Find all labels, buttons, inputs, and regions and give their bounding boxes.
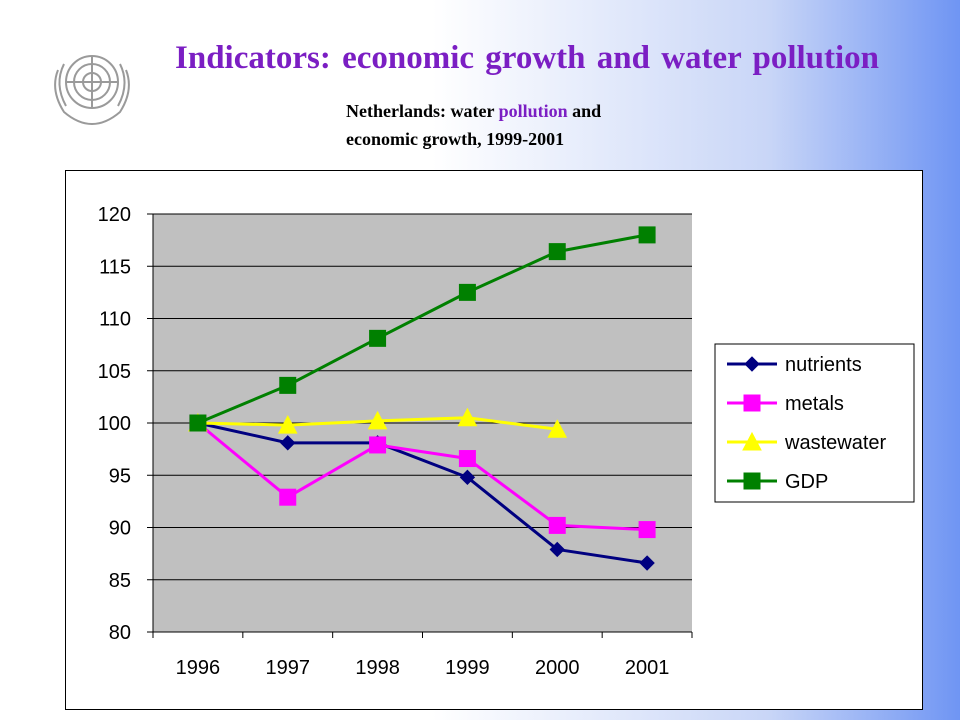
data-point-metals xyxy=(279,488,297,506)
legend-label-nutrients: nutrients xyxy=(785,354,862,376)
y-tick-label: 90 xyxy=(109,518,131,540)
legend-label-metals: metals xyxy=(785,393,844,415)
line-chart: 80 85 90 95 100 105 110 115 120 1996 1997 1998 1999 2… xyxy=(98,204,915,679)
legend-marker-wastewater xyxy=(742,431,762,451)
y-tick-label: 115 xyxy=(99,256,131,278)
data-point-metals xyxy=(638,521,656,539)
data-point-GDP xyxy=(548,243,566,261)
x-tick-label: 1998 xyxy=(355,657,400,679)
series-line-nutrients xyxy=(197,421,648,565)
slide-title: Indicators: economic growth and water po… xyxy=(175,40,880,76)
chart-subtitle: Netherlands: water pollution and economi… xyxy=(346,97,601,153)
data-point-GDP xyxy=(189,414,207,432)
x-tick-label: 1997 xyxy=(266,657,311,679)
data-point-metals xyxy=(458,450,476,468)
x-tick-label: 2000 xyxy=(535,657,580,679)
data-point-wastewater xyxy=(367,410,388,430)
subtitle-text: Netherlands: water xyxy=(346,101,499,121)
data-point-GDP xyxy=(458,283,476,301)
y-tick-label: 105 xyxy=(98,361,131,383)
y-tick-label: 100 xyxy=(98,413,131,435)
data-point-GDP xyxy=(369,329,387,347)
y-tick-label: 95 xyxy=(109,465,131,487)
data-point-GDP xyxy=(638,226,656,244)
y-tick-label: 85 xyxy=(109,570,131,592)
data-point-wastewater xyxy=(457,407,478,427)
data-point-metals xyxy=(369,436,387,454)
un-emblem-logo xyxy=(44,40,140,130)
data-point-nutrients xyxy=(549,541,565,558)
data-point-GDP xyxy=(279,376,297,394)
legend-label-GDP: GDP xyxy=(785,471,828,493)
x-tick-label: 1999 xyxy=(445,657,490,679)
data-point-wastewater xyxy=(277,415,298,434)
legend-marker-metals xyxy=(743,394,761,412)
subtitle-text: and xyxy=(567,101,602,121)
legend-marker-nutrients xyxy=(744,356,760,372)
data-point-nutrients xyxy=(280,435,296,451)
data-point-wastewater xyxy=(547,419,568,438)
y-tick-label: 110 xyxy=(99,309,131,331)
data-point-nutrients xyxy=(459,469,476,486)
y-tick-label: 80 xyxy=(109,622,131,644)
subtitle-highlight: pollution xyxy=(498,101,568,121)
y-tick-label: 120 xyxy=(98,204,131,226)
legend-label-wastewater: wastewater xyxy=(784,432,886,454)
legend-marker-GDP xyxy=(743,472,761,490)
x-tick-label: 1996 xyxy=(176,657,221,679)
series-line-metals xyxy=(196,421,648,532)
data-point-metals xyxy=(548,516,566,534)
series-line-GDP xyxy=(197,233,648,425)
chart-area: 80 85 90 95 100 105 110 115 120 1996 1997 1998 1999 2… xyxy=(65,170,923,710)
data-point-nutrients xyxy=(639,555,655,571)
x-tick-label: 2001 xyxy=(625,657,670,679)
subtitle-line-2: economic growth, 1999-2001 xyxy=(346,129,565,149)
